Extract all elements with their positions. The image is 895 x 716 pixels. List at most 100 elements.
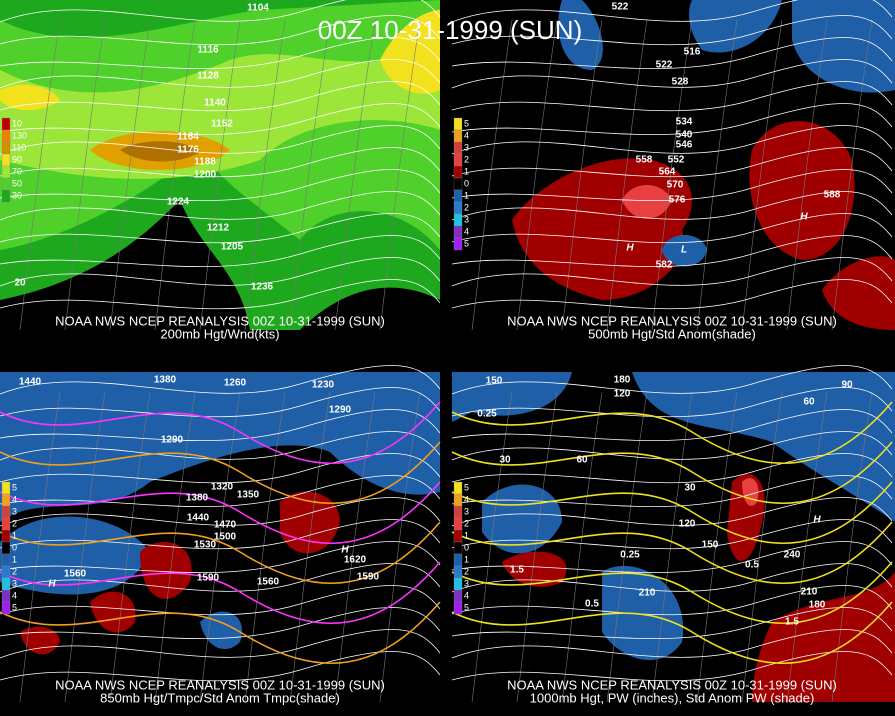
- contour-label: 546: [676, 140, 693, 151]
- aux-contour: [451, 521, 893, 584]
- contour-label: 210: [639, 588, 656, 599]
- legend-swatch: [1, 189, 11, 203]
- anomaly-shade: [632, 372, 895, 522]
- legend-swatch: [453, 565, 463, 579]
- legend-label: 0: [12, 542, 17, 552]
- aux-contour: [451, 401, 893, 464]
- legend-label: 110: [12, 142, 26, 152]
- legend-swatch: [453, 117, 463, 131]
- height-contour: [451, 453, 893, 484]
- legend-swatch: [1, 505, 11, 519]
- contour-label: 1440: [19, 377, 42, 388]
- contour-label: 180: [614, 375, 631, 386]
- height-contour: [0, 475, 441, 507]
- contour-label: 1205: [221, 242, 244, 253]
- height-contour: [451, 431, 893, 461]
- height-contour: [451, 365, 893, 395]
- panel-credit: NOAA NWS NCEP REANALYSIS 00Z 10-31-1999 …: [507, 313, 837, 328]
- panel-contours: [451, 0, 893, 331]
- contour-label: 570: [667, 180, 684, 191]
- legend-label: 3: [12, 578, 17, 588]
- graticule: [831, 391, 873, 703]
- graticule: [289, 19, 331, 331]
- contour-label: 90: [841, 380, 853, 391]
- pressure-center: L: [681, 245, 687, 256]
- contour-label: 0.25: [477, 409, 497, 420]
- contour-label: 1212: [207, 223, 230, 234]
- contour-label: 1230: [312, 380, 335, 391]
- anomaly-shade: [752, 572, 895, 702]
- height-contour: [451, 629, 893, 659]
- legend-swatch: [453, 541, 463, 555]
- contour-label: 30: [684, 483, 696, 494]
- contour-label: 120: [679, 519, 696, 530]
- panel-credit: NOAA NWS NCEP REANALYSIS 00Z 10-31-1999 …: [507, 677, 837, 692]
- legend-label: 1: [464, 166, 469, 176]
- graticule: [64, 391, 106, 703]
- legend-swatch: [1, 565, 11, 579]
- panel-1-shading: [0, 0, 440, 350]
- legend-swatch: [453, 201, 463, 215]
- legend-swatch: [453, 225, 463, 239]
- panel-caption: 200mb Hgt/Wnd(kts): [160, 326, 279, 341]
- legend-label: 1: [464, 190, 469, 200]
- legend-swatch: [1, 529, 11, 543]
- legend-swatch: [453, 517, 463, 531]
- legend-swatch: [1, 577, 11, 591]
- legend-label: 4: [464, 226, 469, 236]
- legend-swatch: [1, 177, 11, 191]
- contour-label: 240: [784, 550, 801, 561]
- height-contour: [0, 563, 441, 593]
- legend-swatch: [1, 553, 11, 567]
- contour-label: 558: [636, 155, 653, 166]
- height-contour: [451, 497, 893, 527]
- graticule: [561, 19, 603, 331]
- legend-label: 2: [464, 202, 469, 212]
- panel-credit: NOAA NWS NCEP REANALYSIS 00Z 10-31-1999 …: [55, 313, 385, 328]
- panel-2-shading: [512, 0, 895, 330]
- anomaly-shade: [20, 626, 60, 655]
- legend-label: 70: [12, 166, 22, 176]
- graticule: [516, 391, 558, 703]
- graticule: [154, 391, 196, 703]
- contour-label: 1176: [177, 145, 199, 156]
- aux-contour: [0, 521, 441, 584]
- graticule: [696, 391, 738, 703]
- graticule: [334, 19, 376, 331]
- height-contour: [451, 387, 893, 418]
- legend-label: 5: [464, 482, 469, 492]
- contour-label: 1290: [161, 435, 184, 446]
- graticule: [244, 19, 286, 331]
- contour-label: 210: [801, 587, 818, 598]
- height-contour: [0, 15, 441, 46]
- contour-label: 588: [824, 190, 841, 201]
- anomaly-shade: [452, 372, 572, 422]
- aux-contour: [451, 481, 893, 544]
- graticule: [199, 19, 241, 331]
- contour-label: 582: [656, 260, 673, 271]
- legend-label: 50: [12, 178, 22, 188]
- height-contour: [0, 541, 441, 573]
- height-contour: [451, 103, 893, 135]
- contour-label: 1470: [214, 520, 237, 531]
- panel-contours: [0, 0, 441, 331]
- legend-label: 30: [12, 190, 22, 200]
- contour-label: 1380: [186, 493, 209, 504]
- legend-label: 4: [464, 494, 469, 504]
- height-contour: [0, 519, 441, 550]
- legend-label: 2: [12, 566, 17, 576]
- contour-label: 1116: [197, 45, 219, 56]
- graticule: [786, 19, 828, 331]
- graticule: [561, 391, 603, 703]
- height-contour: [0, 0, 441, 23]
- height-contour: [451, 257, 893, 287]
- contours: [0, 0, 893, 703]
- anomaly-shade: [558, 0, 603, 70]
- legend-swatch: [453, 153, 463, 167]
- legend-swatch: [453, 189, 463, 203]
- height-contour: [0, 431, 441, 461]
- height-contour: [451, 81, 893, 112]
- graticule: [651, 391, 693, 703]
